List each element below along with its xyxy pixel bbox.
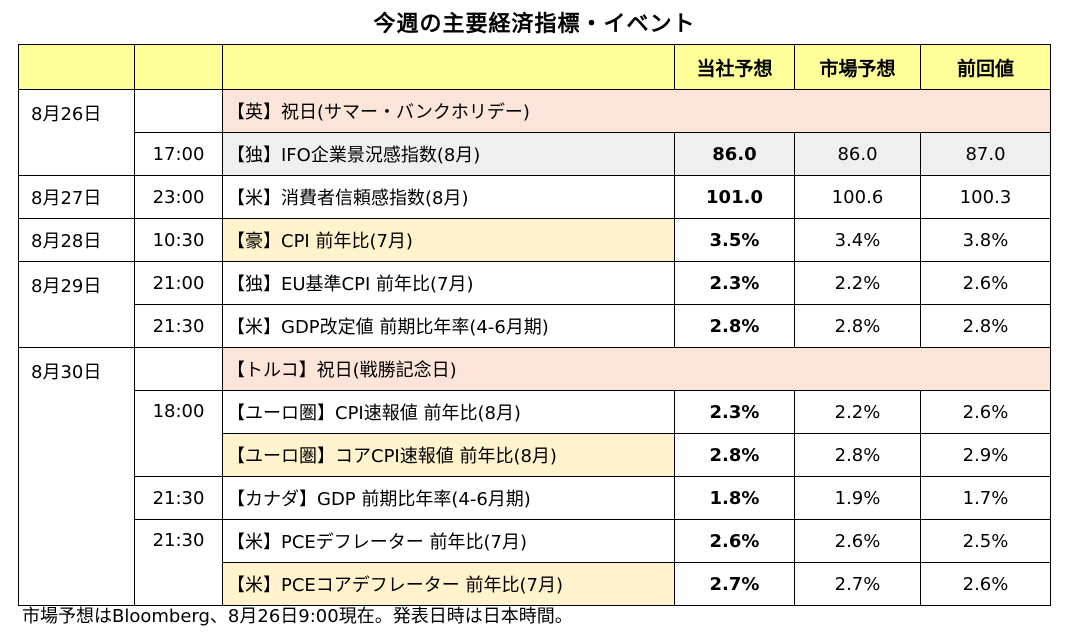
- time-cell: 21:30: [134, 519, 223, 606]
- previous-cell: 3.8%: [920, 218, 1051, 262]
- previous-cell: 2.8%: [920, 304, 1051, 348]
- header-event-cell: [222, 44, 675, 90]
- table-row: 【ユーロ圏】コアCPI速報値 前年比(8月) 2.8% 2.8% 2.9%: [19, 433, 1051, 477]
- footnote: 市場予想はBloomberg、8月26日9:00現在。発表日時は日本時間。: [22, 606, 573, 627]
- time-cell: 21:30: [134, 476, 223, 520]
- market-cell: 2.8%: [794, 304, 921, 348]
- market-cell: 3.4%: [794, 218, 921, 262]
- previous-cell: 1.7%: [920, 476, 1051, 520]
- forecast-cell: 1.8%: [674, 476, 795, 520]
- forecast-cell: 2.8%: [674, 304, 795, 348]
- market-cell: 2.8%: [794, 433, 921, 477]
- time-cell: 18:00: [134, 390, 223, 477]
- date-cell: 8月29日: [18, 261, 135, 348]
- table-row: 8月27日 23:00 【米】消費者信頼感指数(8月) 101.0 100.6 …: [18, 175, 1051, 219]
- time-cell: 21:30: [134, 304, 223, 348]
- event-cell: 【米】消費者信頼感指数(8月): [222, 175, 675, 219]
- time-cell: 17:00: [134, 132, 223, 176]
- header-market: 市場予想: [794, 44, 921, 90]
- event-cell: 【米】PCEデフレーター 前年比(7月): [222, 519, 675, 563]
- forecast-cell: 2.7%: [674, 562, 795, 606]
- table-row: 8月30日 【トルコ】祝日(戦勝記念日): [18, 347, 1051, 606]
- table-row: 【米】PCEコアデフレーター 前年比(7月) 2.7% 2.7% 2.6%: [19, 562, 1051, 606]
- table-row: 17:00 【独】IFO企業景況感指数(8月) 86.0 86.0 87.0: [19, 132, 1051, 176]
- table-row: 8月28日 10:30 【豪】CPI 前年比(7月) 3.5% 3.4% 3.8…: [18, 218, 1051, 262]
- header-date-cell: [18, 44, 135, 90]
- previous-cell: 100.3: [920, 175, 1051, 219]
- forecast-cell: 2.8%: [674, 433, 795, 477]
- previous-cell: 2.6%: [920, 390, 1051, 434]
- event-cell: 【ユーロ圏】コアCPI速報値 前年比(8月): [222, 433, 675, 477]
- event-cell: 【ユーロ圏】CPI速報値 前年比(8月): [222, 390, 675, 434]
- time-cell: 23:00: [134, 175, 223, 219]
- time-cell: 10:30: [134, 218, 223, 262]
- previous-cell: 2.6%: [920, 261, 1051, 305]
- header-forecast: 当社予想: [674, 44, 795, 90]
- market-cell: 2.2%: [794, 261, 921, 305]
- event-cell: 【米】GDP改定値 前期比年率(4-6月期): [222, 304, 675, 348]
- forecast-cell: 86.0: [674, 132, 795, 176]
- forecast-cell: 2.3%: [674, 261, 795, 305]
- event-cell: 【カナダ】GDP 前期比年率(4-6月期): [222, 476, 675, 520]
- event-cell: 【独】IFO企業景況感指数(8月): [222, 132, 675, 176]
- table-header-row: 当社予想 市場予想 前回値: [18, 44, 1051, 90]
- economic-calendar-table: 当社予想 市場予想 前回値 8月26日 【英】祝日(サマー・バンクホリデー) 1…: [18, 44, 1051, 606]
- date-cell: 8月30日: [18, 347, 135, 606]
- market-cell: 1.9%: [794, 476, 921, 520]
- event-cell: 【トルコ】祝日(戦勝記念日): [222, 347, 1051, 391]
- event-cell: 【英】祝日(サマー・バンクホリデー): [222, 89, 1051, 133]
- forecast-cell: 2.6%: [674, 519, 795, 563]
- previous-cell: 87.0: [920, 132, 1051, 176]
- date-cell: 8月26日: [18, 89, 135, 176]
- time-cell: [134, 347, 223, 391]
- page-title: 今週の主要経済指標・イベント: [373, 12, 696, 37]
- forecast-cell: 3.5%: [674, 218, 795, 262]
- market-cell: 2.2%: [794, 390, 921, 434]
- header-previous: 前回値: [920, 44, 1051, 90]
- table-row: 8月26日 【英】祝日(サマー・バンクホリデー): [18, 89, 1051, 176]
- event-cell: 【独】EU基準CPI 前年比(7月): [222, 261, 675, 305]
- time-cell: 21:00: [134, 261, 223, 305]
- market-cell: 100.6: [794, 175, 921, 219]
- market-cell: 2.7%: [794, 562, 921, 606]
- previous-cell: 2.9%: [920, 433, 1051, 477]
- event-cell: 【米】PCEコアデフレーター 前年比(7月): [222, 562, 675, 606]
- table-row: 8月29日 21:00 【独】EU基準CPI 前年比(7月) 2.3% 2.2%…: [18, 261, 1051, 348]
- table-row: 21:30 【米】GDP改定値 前期比年率(4-6月期) 2.8% 2.8% 2…: [19, 304, 1051, 348]
- forecast-cell: 101.0: [674, 175, 795, 219]
- table-row: 18:00 【ユーロ圏】CPI速報値 前年比(8月) 2.3% 2.2% 2.6…: [19, 390, 1051, 477]
- previous-cell: 2.6%: [920, 562, 1051, 606]
- market-cell: 86.0: [794, 132, 921, 176]
- forecast-cell: 2.3%: [674, 390, 795, 434]
- market-cell: 2.6%: [794, 519, 921, 563]
- table-row: 21:30 【カナダ】GDP 前期比年率(4-6月期) 1.8% 1.9% 1.…: [19, 476, 1051, 520]
- previous-cell: 2.5%: [920, 519, 1051, 563]
- header-time-cell: [134, 44, 223, 90]
- table-row: 21:30 【米】PCEデフレーター 前年比(7月) 2.6% 2.6% 2.5…: [19, 519, 1051, 606]
- time-cell: [134, 89, 223, 133]
- event-cell: 【豪】CPI 前年比(7月): [222, 218, 675, 262]
- date-cell: 8月27日: [18, 175, 135, 219]
- date-cell: 8月28日: [18, 218, 135, 262]
